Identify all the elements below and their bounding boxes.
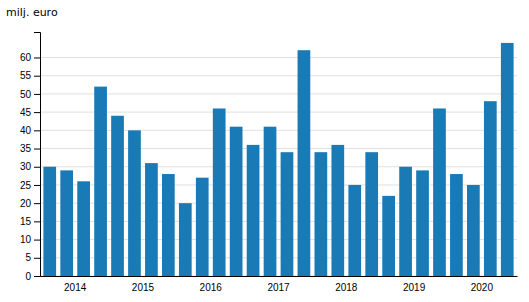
x-tick: 2016 [200, 276, 223, 293]
x-tick-label: 2020 [471, 282, 494, 293]
y-tick: 45 [20, 107, 40, 118]
grid [40, 57, 517, 276]
x-tick: 2019 [403, 276, 426, 293]
bar [162, 174, 175, 276]
y-tick: 40 [20, 125, 40, 136]
bar [145, 163, 158, 276]
bar [382, 196, 395, 276]
x-tick: 2017 [267, 276, 290, 293]
y-tick-mark [34, 185, 40, 186]
bar [128, 130, 141, 276]
y-tick-label: 10 [20, 234, 32, 245]
x-axis: 2014 2015 2016 2017 2018 2019 2020 [41, 276, 518, 293]
y-tick-label: 55 [20, 70, 32, 81]
x-tick: 2020 [471, 276, 494, 293]
y-tick-label: 35 [20, 143, 32, 154]
bar [43, 167, 56, 276]
y-tick-mark [34, 276, 40, 277]
y-axis: 0 5 10 15 20 25 30 35 40 45 50 55 60 [20, 33, 41, 282]
y-tick-label: 15 [20, 216, 32, 227]
plot: 0 5 10 15 20 25 30 35 40 45 50 55 60 2014 2015 2016 2017… [20, 33, 518, 294]
y-tick: 35 [20, 143, 40, 154]
grid-line [40, 57, 517, 58]
bar [230, 127, 243, 276]
y-tick-label: 0 [25, 271, 31, 282]
y-tick-mark [34, 149, 40, 150]
y-tick: 55 [20, 70, 40, 81]
y-tick-mark [34, 221, 40, 222]
y-tick-mark [34, 240, 40, 241]
y-axis-line [34, 33, 41, 277]
bar [281, 152, 294, 276]
y-tick-label: 50 [20, 89, 32, 100]
x-tick-label: 2018 [335, 282, 358, 293]
x-tick-label: 2017 [267, 282, 290, 293]
bar [501, 43, 514, 276]
y-tick-label: 60 [20, 52, 32, 63]
bar [467, 185, 480, 276]
bar [94, 87, 107, 276]
x-tick-label: 2014 [64, 282, 87, 293]
bar [247, 145, 260, 276]
y-tick-label: 40 [20, 125, 32, 136]
y-tick: 60 [20, 52, 40, 63]
bar [298, 50, 311, 276]
y-tick: 20 [20, 198, 40, 209]
bar [77, 181, 90, 276]
x-tick-label: 2019 [403, 282, 426, 293]
y-tick: 5 [25, 252, 40, 263]
bar [111, 116, 124, 276]
y-tick-mark [34, 203, 40, 204]
bars [43, 43, 513, 276]
chart-container: 0 5 10 15 20 25 30 35 40 45 50 55 60 2014 2015 2016 2017… [0, 0, 529, 302]
grid-line [40, 75, 517, 76]
x-tick: 2018 [335, 276, 358, 293]
bar [365, 152, 378, 276]
y-tick: 30 [20, 161, 40, 172]
y-tick-label: 20 [20, 198, 32, 209]
y-tick: 25 [20, 180, 40, 191]
bar [348, 185, 361, 276]
bar [60, 170, 73, 276]
bar [399, 167, 412, 276]
y-tick-mark [34, 167, 40, 168]
grid-line [40, 93, 517, 94]
y-tick-mark [34, 258, 40, 259]
y-tick-mark [34, 57, 40, 58]
bar [331, 145, 344, 276]
y-tick-label: 45 [20, 107, 32, 118]
y-tick-mark [34, 112, 40, 113]
bar [179, 203, 192, 276]
y-tick-label: 5 [25, 252, 31, 263]
y-tick: 0 [25, 271, 40, 282]
x-tick: 2014 [64, 276, 87, 293]
y-axis-title: milj. euro [6, 6, 58, 19]
y-tick: 50 [20, 89, 40, 100]
bar [416, 170, 429, 276]
y-tick: 10 [20, 234, 40, 245]
bar [484, 101, 497, 276]
y-tick-label: 25 [20, 180, 32, 191]
bar [196, 178, 209, 276]
x-tick-label: 2015 [132, 282, 155, 293]
y-tick: 15 [20, 216, 40, 227]
chart-svg: 0 5 10 15 20 25 30 35 40 45 50 55 60 2014 2015 2016 2017… [0, 0, 529, 302]
x-tick-label: 2016 [200, 282, 223, 293]
bar [213, 108, 226, 276]
bar [450, 174, 463, 276]
x-axis-line [41, 276, 518, 277]
x-tick: 2015 [132, 276, 155, 293]
bar [433, 108, 446, 276]
y-tick-mark [34, 76, 40, 77]
y-tick-label: 30 [20, 161, 32, 172]
y-tick-mark [34, 130, 40, 131]
bar [315, 152, 328, 276]
bar [264, 127, 277, 276]
y-tick-mark [34, 94, 40, 95]
